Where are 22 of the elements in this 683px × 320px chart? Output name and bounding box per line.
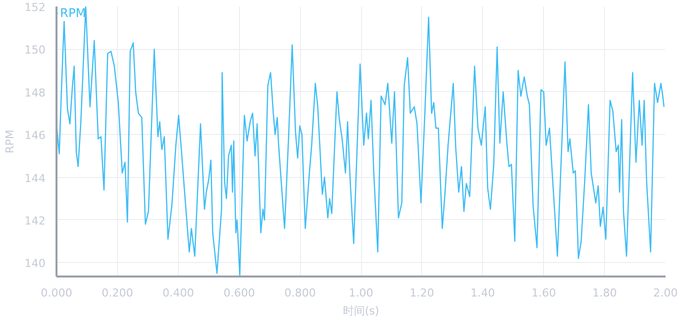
y-tick-label: 142 bbox=[24, 214, 46, 228]
line-series bbox=[56, 6, 665, 276]
x-tick-label: 0.200 bbox=[102, 286, 134, 300]
y-tick-label: 140 bbox=[24, 257, 46, 270]
x-tick-label: 0.400 bbox=[162, 286, 194, 300]
y-tick-label: 144 bbox=[24, 172, 46, 185]
y-tick-label: 146 bbox=[24, 129, 46, 142]
x-tick-label: 0.800 bbox=[284, 286, 316, 300]
x-tick-label: 0.000 bbox=[40, 286, 72, 300]
x-tick-label: 0.600 bbox=[223, 286, 255, 300]
series-label: RPM bbox=[60, 6, 86, 20]
x-tick-label: 1.40 bbox=[470, 286, 496, 300]
x-axis-title: 时间(s) bbox=[342, 304, 380, 318]
y-tick-label: 152 bbox=[24, 1, 46, 14]
x-tick-label: 1.00 bbox=[348, 286, 374, 300]
x-tick-label: 1.60 bbox=[531, 286, 556, 300]
x-tick-label: 1.20 bbox=[410, 286, 434, 300]
y-axis-title: RPM bbox=[4, 130, 17, 154]
x-tick-label: 2.00 bbox=[653, 286, 678, 300]
y-tick-label: 148 bbox=[24, 86, 46, 100]
y-tick-label: 150 bbox=[24, 44, 46, 57]
x-tick-label: 1.80 bbox=[592, 286, 617, 300]
